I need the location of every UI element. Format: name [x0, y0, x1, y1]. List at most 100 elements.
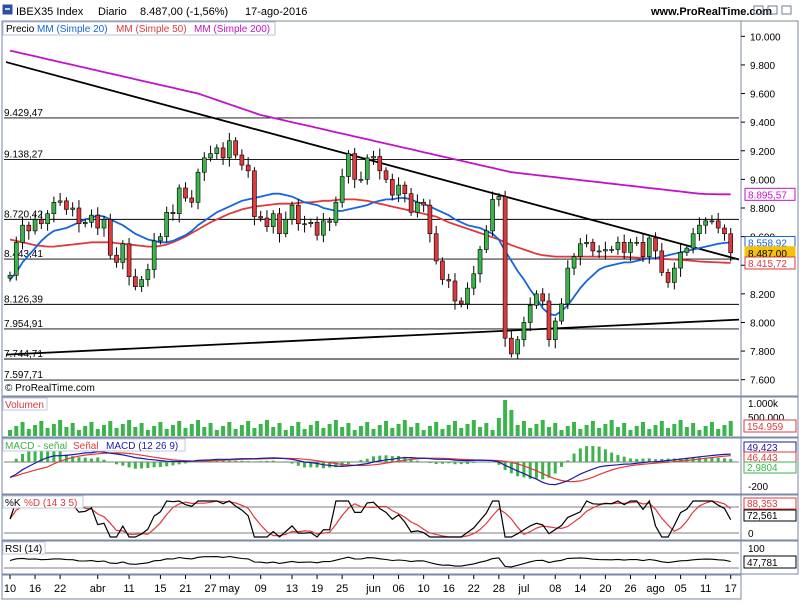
candle[interactable]: [264, 210, 270, 232]
candle[interactable]: [302, 215, 307, 233]
candle[interactable]: [26, 221, 32, 240]
candle[interactable]: [45, 210, 50, 231]
candle[interactable]: [158, 233, 163, 245]
candle[interactable]: [252, 167, 257, 226]
candle[interactable]: [277, 208, 282, 243]
candle[interactable]: [515, 336, 520, 360]
candle[interactable]: [195, 168, 201, 210]
candle[interactable]: [596, 245, 602, 258]
candle[interactable]: [346, 150, 351, 184]
candle[interactable]: [107, 213, 113, 259]
candle[interactable]: [502, 190, 508, 347]
candle[interactable]: [314, 216, 320, 241]
candle[interactable]: [57, 192, 63, 206]
candle[interactable]: [571, 253, 577, 276]
price-panel[interactable]: [1, 20, 742, 397]
candle[interactable]: [534, 290, 539, 309]
candle[interactable]: [390, 173, 395, 201]
candle[interactable]: [427, 199, 433, 243]
candle[interactable]: [546, 293, 552, 347]
candle[interactable]: [227, 132, 232, 167]
candle[interactable]: [415, 194, 420, 218]
candle[interactable]: [170, 204, 176, 221]
candle[interactable]: [552, 317, 558, 349]
candle[interactable]: [89, 209, 94, 228]
candle[interactable]: [214, 144, 220, 159]
candle[interactable]: [565, 260, 571, 310]
candle[interactable]: [352, 147, 357, 189]
candle[interactable]: [258, 210, 263, 222]
candle[interactable]: [321, 213, 326, 243]
candle[interactable]: [151, 233, 157, 279]
candle[interactable]: [120, 240, 126, 270]
candle[interactable]: [559, 298, 564, 325]
candle[interactable]: [690, 228, 696, 254]
candle[interactable]: [634, 236, 640, 246]
candle[interactable]: [609, 245, 614, 254]
candle[interactable]: [82, 218, 88, 228]
candle[interactable]: [578, 238, 583, 266]
candle[interactable]: [509, 330, 514, 358]
candle[interactable]: [201, 152, 207, 181]
candle[interactable]: [164, 206, 169, 242]
candle[interactable]: [189, 190, 195, 208]
candle[interactable]: [458, 297, 464, 308]
candle[interactable]: [377, 148, 383, 180]
candle[interactable]: [233, 137, 238, 159]
candle[interactable]: [477, 245, 483, 283]
candle[interactable]: [126, 238, 132, 286]
candlesticks[interactable]: [7, 132, 734, 360]
candle[interactable]: [603, 241, 608, 260]
candle[interactable]: [628, 238, 633, 262]
candle[interactable]: [239, 149, 245, 171]
candle[interactable]: [270, 210, 276, 234]
candle[interactable]: [540, 288, 546, 307]
candle[interactable]: [728, 228, 734, 262]
window-button[interactable]: [781, 5, 792, 15]
price-axis[interactable]: [740, 20, 799, 397]
candle[interactable]: [722, 224, 727, 241]
candle[interactable]: [101, 215, 107, 237]
candle[interactable]: [665, 268, 671, 288]
window-button[interactable]: [753, 5, 764, 15]
site-url[interactable]: www.ProRealTime.com: [650, 6, 772, 18]
candle[interactable]: [421, 198, 426, 213]
candle[interactable]: [621, 234, 627, 260]
candle[interactable]: [433, 225, 439, 265]
candle[interactable]: [521, 316, 527, 347]
candle[interactable]: [678, 244, 683, 277]
candle[interactable]: [527, 297, 533, 332]
candle[interactable]: [358, 171, 364, 183]
candle[interactable]: [471, 265, 477, 296]
candle[interactable]: [364, 154, 370, 185]
candle[interactable]: [283, 211, 289, 238]
candle[interactable]: [145, 263, 151, 287]
candle[interactable]: [76, 200, 82, 233]
candle[interactable]: [402, 181, 408, 203]
candle[interactable]: [289, 201, 295, 225]
candle[interactable]: [176, 184, 182, 223]
candle[interactable]: [32, 213, 38, 235]
candle[interactable]: [13, 236, 19, 281]
candle[interactable]: [327, 217, 332, 232]
candle[interactable]: [70, 202, 75, 217]
candle[interactable]: [697, 217, 702, 241]
candle[interactable]: [183, 182, 188, 202]
candle[interactable]: [646, 234, 652, 264]
candle[interactable]: [590, 238, 596, 257]
candle[interactable]: [371, 150, 376, 165]
candle[interactable]: [133, 268, 138, 291]
candle[interactable]: [440, 257, 445, 285]
candle[interactable]: [653, 232, 658, 260]
candle[interactable]: [465, 282, 470, 310]
candle[interactable]: [20, 217, 25, 250]
candle[interactable]: [339, 168, 345, 208]
candle[interactable]: [114, 247, 119, 268]
candle[interactable]: [408, 187, 414, 216]
candle[interactable]: [659, 243, 665, 276]
candle[interactable]: [51, 196, 57, 223]
candle[interactable]: [95, 207, 101, 236]
candle[interactable]: [64, 197, 69, 215]
candle[interactable]: [709, 215, 715, 225]
